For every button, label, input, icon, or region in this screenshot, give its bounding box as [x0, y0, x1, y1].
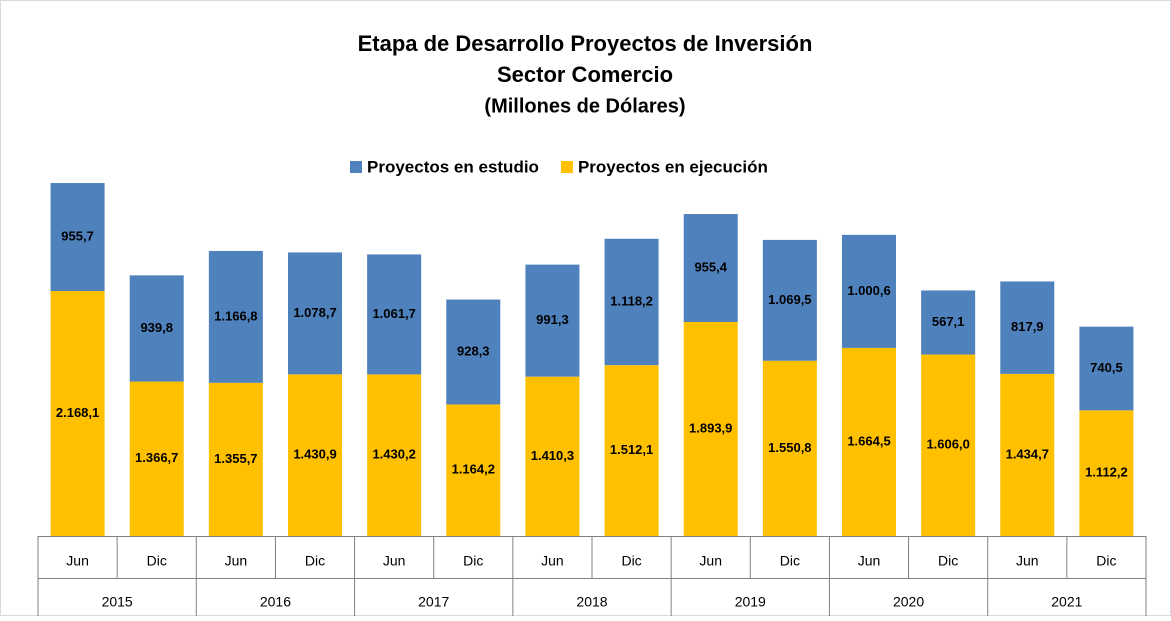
value-label: 1.606,0 — [926, 437, 969, 452]
x-tick-label: Dic — [147, 553, 167, 569]
bar-segment — [50, 183, 105, 292]
legend-label: Proyectos en ejecución — [578, 157, 768, 176]
bar-segment — [367, 374, 422, 536]
bar-segment — [762, 360, 817, 536]
x-tick-label: Jun — [383, 553, 406, 569]
value-label: 928,3 — [457, 343, 490, 358]
bar-segment — [208, 250, 263, 383]
value-label: 1.112,2 — [1085, 465, 1128, 480]
bar-segment — [683, 321, 738, 536]
value-label: 1.893,9 — [689, 420, 732, 435]
value-label: 955,4 — [694, 259, 727, 274]
value-label: 1.164,2 — [452, 462, 495, 477]
x-tick-label: Jun — [66, 553, 89, 569]
bar-segment — [842, 234, 896, 348]
bar-segment — [762, 239, 817, 361]
x-tick-label: Dic — [780, 553, 800, 569]
value-label: 991,3 — [536, 312, 569, 327]
x-tick-label: Jun — [858, 553, 881, 569]
x-tick-label: Dic — [938, 553, 958, 569]
value-label: 567,1 — [932, 314, 965, 329]
year-label: 2017 — [418, 594, 449, 610]
bar-segment — [129, 275, 184, 382]
legend-label: Proyectos en estudio — [367, 157, 539, 176]
bar-segment — [288, 252, 342, 375]
x-tick-label: Dic — [305, 553, 325, 569]
value-label: 1.410,3 — [531, 448, 574, 463]
bar-segment — [50, 291, 105, 536]
value-label: 1.118,2 — [610, 293, 653, 308]
x-tick-label: Dic — [621, 553, 641, 569]
year-label: 2015 — [102, 594, 133, 610]
bar-segment — [1000, 281, 1055, 374]
bar-segment — [367, 254, 422, 375]
value-label: 1.430,9 — [293, 447, 336, 462]
bar-segment — [288, 374, 342, 536]
value-label: 955,7 — [61, 228, 94, 243]
year-label: 2019 — [735, 594, 766, 610]
unit-label: (Millones de Dólares) — [484, 95, 685, 117]
bar-segment — [921, 290, 976, 355]
chart-subtitle: Sector Comercio — [497, 62, 673, 87]
value-label: 2.168,1 — [56, 405, 99, 420]
value-label: 1.000,6 — [847, 283, 890, 298]
bar-segment — [683, 214, 738, 322]
bar-segment — [842, 347, 896, 536]
bar-segment — [604, 365, 659, 536]
x-tick-label: Jun — [541, 553, 564, 569]
value-label: 1.434,7 — [1006, 446, 1049, 461]
value-label: 1.550,8 — [768, 440, 811, 455]
value-label: 939,8 — [140, 320, 173, 335]
x-tick-label: Jun — [225, 553, 248, 569]
value-label: 1.355,7 — [214, 451, 257, 466]
bar-segment — [1079, 410, 1134, 536]
x-tick-label: Jun — [699, 553, 722, 569]
year-label: 2016 — [260, 594, 291, 610]
year-label: 2020 — [893, 594, 924, 610]
value-label: 740,5 — [1090, 360, 1123, 375]
value-label: 1.664,5 — [847, 433, 890, 448]
value-label: 1.069,5 — [768, 292, 811, 307]
value-label: 1.430,2 — [372, 447, 415, 462]
value-label: 1.512,1 — [610, 442, 653, 457]
x-tick-label: Dic — [463, 553, 483, 569]
year-label: 2018 — [576, 594, 607, 610]
x-tick-label: Dic — [1096, 553, 1116, 569]
bar-segment — [1079, 326, 1134, 411]
x-tick-label: Jun — [1016, 553, 1039, 569]
bar-segment — [604, 238, 659, 366]
year-label: 2021 — [1051, 594, 1082, 610]
bar-segment — [446, 299, 501, 405]
bar-segment — [129, 381, 184, 536]
chart-title: Etapa de Desarrollo Proyectos de Inversi… — [358, 31, 813, 56]
bar-segment — [446, 404, 501, 536]
bar-segment — [921, 354, 976, 536]
bar-segment — [525, 264, 580, 377]
legend-swatch — [350, 161, 362, 173]
value-label: 1.078,7 — [293, 305, 336, 320]
value-label: 1.366,7 — [135, 450, 178, 465]
legend-swatch — [560, 161, 573, 173]
value-label: 1.166,8 — [214, 308, 257, 323]
value-label: 1.061,7 — [372, 306, 415, 321]
bar-segment — [525, 376, 580, 536]
bar-segment — [1000, 373, 1055, 536]
bar-segment — [208, 382, 263, 536]
value-label: 817,9 — [1011, 319, 1044, 334]
